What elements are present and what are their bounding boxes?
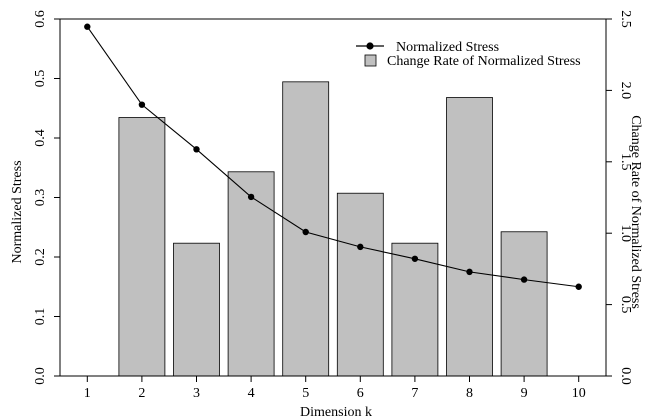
y-tick-label: 0.4 (33, 129, 48, 147)
y-tick-label: 0.2 (33, 248, 48, 266)
normalized-stress-line (86, 26, 579, 288)
y2-tick-label: 1.5 (618, 153, 633, 171)
bar-9 (500, 231, 548, 377)
stress-point-1 (84, 23, 91, 30)
bar-8 (446, 97, 493, 377)
legend-label-change-rate: Change Rate of Normalized Stress (387, 54, 581, 69)
x-tick-label: 1 (84, 386, 91, 401)
bar-6 (336, 192, 384, 377)
x-tick-label: 2 (138, 386, 145, 401)
line-layer (84, 23, 582, 290)
x-axis-label: Dimension k (300, 405, 372, 417)
bar-4 (227, 171, 275, 377)
stress-point-7 (411, 255, 419, 262)
bar-3 (173, 242, 220, 377)
y-tick-label: 0.5 (33, 70, 48, 88)
legend: Normalized Stress Change Rate of Normali… (356, 40, 581, 69)
y-tick-label: 0.3 (33, 189, 48, 207)
axes-layer: 1 2 3 4 5 6 7 8 9 10 0.0 0.1 0.2 0.3 0.4 0.5 0.6 0.0 0.5 1.… (33, 10, 633, 401)
x-tick-label: 6 (357, 386, 364, 401)
stress-point-3 (193, 146, 200, 153)
x-tick-label: 4 (248, 386, 255, 401)
y2-tick-label: 1.0 (618, 224, 633, 242)
bar-7 (391, 242, 439, 377)
stress-point-4 (247, 193, 255, 201)
legend-label-normalized-stress: Normalized Stress (396, 40, 499, 55)
legend-line-marker (366, 42, 374, 50)
stress-point-8 (466, 268, 473, 276)
stress-point-10 (575, 283, 582, 290)
stress-point-6 (357, 243, 364, 251)
x-tick-label: 5 (302, 386, 309, 401)
x-tick-label: 9 (521, 386, 528, 401)
y2-tick-label: 2.5 (618, 10, 633, 28)
y-axis-label: Normalized Stress (10, 160, 25, 263)
x-tick-label: 7 (411, 386, 418, 401)
x-tick-label: 10 (572, 386, 586, 401)
stress-point-2 (138, 101, 146, 108)
legend-bar-swatch (364, 54, 377, 67)
y-tick-label: 0.6 (33, 10, 48, 28)
x-tick-label: 8 (466, 386, 473, 401)
y2-tick-label: 0.5 (618, 296, 633, 314)
bar-2 (118, 117, 166, 377)
stress-point-9 (520, 276, 528, 283)
y2-tick-label: 2.0 (618, 82, 633, 100)
y-tick-label: 0.1 (33, 308, 48, 326)
stress-point-5 (302, 228, 309, 236)
y2-axis-label: Change Rate of Normalized Stress (628, 115, 643, 309)
bars-layer (118, 81, 548, 377)
x-tick-label: 3 (193, 386, 200, 401)
y-tick-label: 0.0 (33, 367, 48, 385)
y2-tick-label: 0.0 (618, 367, 633, 385)
